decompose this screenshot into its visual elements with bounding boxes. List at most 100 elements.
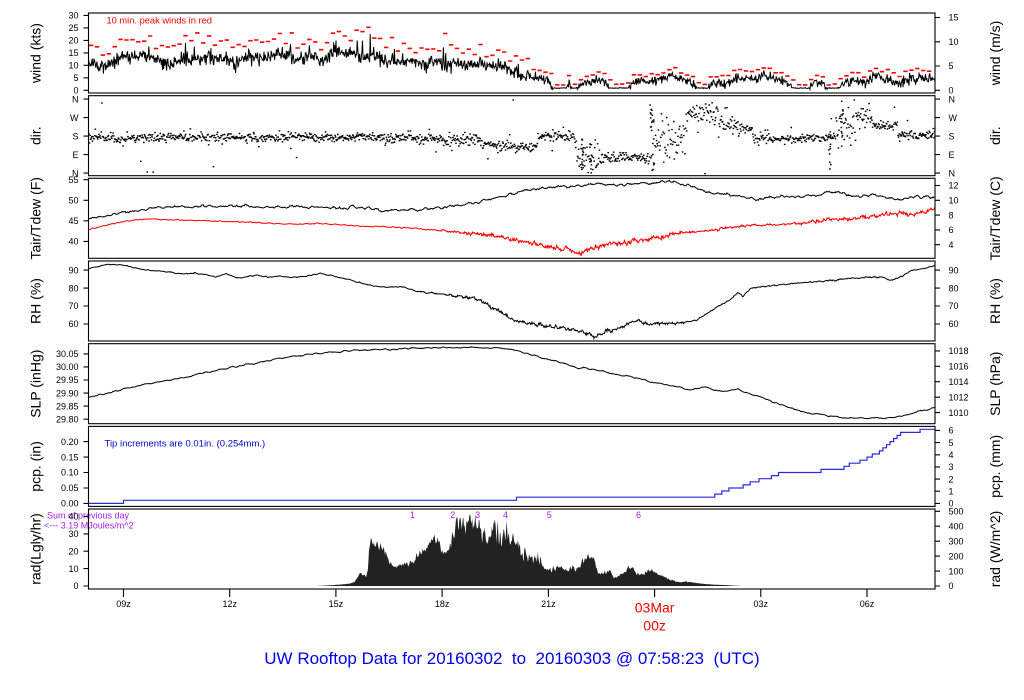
svg-text:RH (%): RH (%) <box>987 278 1003 324</box>
svg-text:5: 5 <box>73 73 78 83</box>
svg-text:1010: 1010 <box>949 408 969 418</box>
svg-text:06z: 06z <box>860 599 875 609</box>
svg-text:E: E <box>949 150 955 160</box>
svg-text:29.80: 29.80 <box>56 414 79 424</box>
svg-text:09z: 09z <box>116 599 131 609</box>
svg-text:300: 300 <box>949 536 964 546</box>
svg-text:30: 30 <box>68 11 78 21</box>
svg-text:21z: 21z <box>541 599 556 609</box>
svg-text:10: 10 <box>68 564 78 574</box>
svg-text:dir.: dir. <box>28 126 44 145</box>
svg-text:0: 0 <box>949 581 954 591</box>
svg-text:400: 400 <box>949 521 964 531</box>
svg-text:0.10: 0.10 <box>61 468 79 478</box>
svg-text:3: 3 <box>475 510 480 520</box>
svg-text:1018: 1018 <box>949 346 969 356</box>
svg-text:rad (W/m^2): rad (W/m^2) <box>987 511 1003 588</box>
svg-text:N: N <box>949 94 956 104</box>
svg-text:N: N <box>72 168 79 178</box>
svg-text:1012: 1012 <box>949 392 969 402</box>
svg-text:N: N <box>949 168 956 178</box>
svg-text:1016: 1016 <box>949 362 969 372</box>
svg-text:90: 90 <box>68 265 78 275</box>
svg-text:3: 3 <box>949 462 954 472</box>
svg-text:Tair/Tdew (C): Tair/Tdew (C) <box>987 176 1003 260</box>
svg-text:rad(Lgly/hr): rad(Lgly/hr) <box>28 513 44 585</box>
svg-text:29.85: 29.85 <box>56 401 79 411</box>
svg-text:40: 40 <box>68 512 78 522</box>
svg-text:0: 0 <box>73 86 78 96</box>
svg-text:6: 6 <box>949 225 954 235</box>
svg-text:60: 60 <box>68 319 78 329</box>
svg-text:03Mar: 03Mar <box>635 600 675 616</box>
svg-text:12z: 12z <box>222 599 237 609</box>
svg-text:90: 90 <box>949 265 959 275</box>
svg-text:5: 5 <box>949 61 954 71</box>
svg-text:N: N <box>72 94 79 104</box>
svg-text:55: 55 <box>68 175 78 185</box>
svg-text:80: 80 <box>949 283 959 293</box>
svg-text:S: S <box>949 131 955 141</box>
svg-text:10: 10 <box>68 61 78 71</box>
svg-text:15: 15 <box>68 48 78 58</box>
svg-text:0: 0 <box>949 499 954 509</box>
svg-text:pcp. (mm): pcp. (mm) <box>987 435 1003 498</box>
svg-text:20: 20 <box>68 547 78 557</box>
svg-text:0: 0 <box>73 581 78 591</box>
svg-text:E: E <box>72 150 78 160</box>
svg-text:4: 4 <box>503 510 508 520</box>
svg-text:0.00: 0.00 <box>61 499 79 509</box>
svg-text:70: 70 <box>949 301 959 311</box>
svg-text:W: W <box>70 113 79 123</box>
svg-text:30.00: 30.00 <box>56 362 79 372</box>
svg-text:SLP (inHg): SLP (inHg) <box>28 350 44 418</box>
svg-text:20: 20 <box>68 36 78 46</box>
svg-text:wind (kts): wind (kts) <box>28 23 44 84</box>
svg-text:2: 2 <box>450 510 455 520</box>
svg-text:1014: 1014 <box>949 377 969 387</box>
svg-text:18z: 18z <box>435 599 450 609</box>
svg-text:00z: 00z <box>643 618 666 634</box>
svg-text:S: S <box>72 131 78 141</box>
svg-text:25: 25 <box>68 23 78 33</box>
svg-text:500: 500 <box>949 507 964 517</box>
svg-text:6: 6 <box>949 426 954 436</box>
svg-text:Tair/Tdew (F): Tair/Tdew (F) <box>28 177 44 259</box>
svg-text:60: 60 <box>949 319 959 329</box>
svg-text:wind (m/s): wind (m/s) <box>987 21 1003 87</box>
svg-text:8: 8 <box>949 210 954 220</box>
svg-text:40: 40 <box>68 237 78 247</box>
svg-text:29.90: 29.90 <box>56 388 79 398</box>
svg-text:UW Rooftop Data for 20160302: UW Rooftop Data for 20160302 to 20160303… <box>264 649 759 668</box>
svg-text:5: 5 <box>949 438 954 448</box>
svg-text:5: 5 <box>547 510 552 520</box>
svg-text:RH (%): RH (%) <box>28 278 44 324</box>
svg-text:10: 10 <box>949 37 959 47</box>
svg-text:70: 70 <box>68 301 78 311</box>
svg-text:200: 200 <box>949 551 964 561</box>
svg-text:100: 100 <box>949 566 964 576</box>
svg-text:2: 2 <box>949 474 954 484</box>
svg-text:30.05: 30.05 <box>56 349 79 359</box>
svg-text:Tip increments are 0.01in. (0.: Tip increments are 0.01in. (0.254mm.) <box>105 439 266 450</box>
svg-text:1: 1 <box>410 510 415 520</box>
svg-text:6: 6 <box>636 510 641 520</box>
svg-text:SLP (hPa): SLP (hPa) <box>987 352 1003 416</box>
svg-text:29.95: 29.95 <box>56 375 79 385</box>
svg-text:15: 15 <box>949 13 959 23</box>
svg-text:W: W <box>949 113 958 123</box>
svg-text:03z: 03z <box>754 599 769 609</box>
svg-text:4: 4 <box>949 450 954 460</box>
svg-text:0.05: 0.05 <box>61 483 79 493</box>
svg-text:15z: 15z <box>329 599 344 609</box>
svg-text:30: 30 <box>68 529 78 539</box>
svg-text:80: 80 <box>68 283 78 293</box>
svg-text:50: 50 <box>68 196 78 206</box>
svg-text:1: 1 <box>949 486 954 496</box>
svg-text:10 min. peak winds in red: 10 min. peak winds in red <box>107 16 212 26</box>
svg-text:12: 12 <box>949 181 959 191</box>
svg-text:4: 4 <box>949 240 954 250</box>
svg-text:0: 0 <box>949 86 954 96</box>
svg-text:10: 10 <box>949 196 959 206</box>
svg-text:0.15: 0.15 <box>61 452 79 462</box>
